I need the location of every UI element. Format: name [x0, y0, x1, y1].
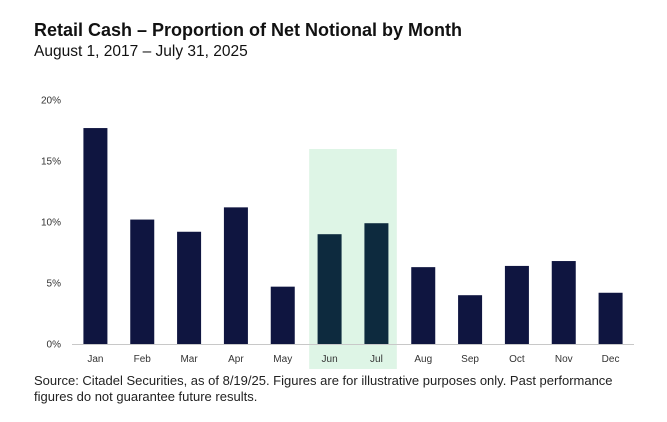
source-note: Source: Citadel Securities, as of 8/19/2…	[34, 373, 613, 404]
bar-jan	[83, 128, 108, 344]
x-tick-label: Jul	[370, 354, 383, 365]
x-tick-label: Aug	[414, 354, 432, 365]
bar-mar	[177, 231, 202, 344]
x-tick-label: Nov	[555, 354, 573, 365]
x-tick-label: May	[273, 354, 292, 365]
x-tick-label: Feb	[134, 354, 152, 365]
chart-subtitle: August 1, 2017 – July 31, 2025	[34, 43, 248, 60]
x-tick-label: Apr	[228, 354, 244, 365]
y-tick-label: 10%	[41, 218, 61, 229]
x-tick-label: Jun	[322, 354, 338, 365]
bar-oct	[504, 265, 529, 344]
bar-apr	[223, 207, 248, 344]
y-tick-label: 5%	[47, 279, 62, 290]
x-tick-label: Dec	[602, 354, 620, 365]
y-tick-label: 0%	[47, 340, 62, 351]
x-tick-label: Oct	[509, 354, 525, 365]
bar-aug	[411, 267, 436, 344]
chart-title: Retail Cash – Proportion of Net Notional…	[34, 20, 463, 40]
bar-jul	[364, 223, 389, 344]
x-tick-label: Sep	[461, 354, 479, 365]
bar-nov	[551, 261, 576, 344]
bar-may	[270, 286, 295, 344]
bar-feb	[130, 219, 155, 344]
x-tick-label: Jan	[87, 354, 103, 365]
bar-dec	[598, 292, 623, 344]
x-tick-label: Mar	[180, 354, 198, 365]
y-tick-label: 20%	[41, 96, 61, 107]
bar-chart: 0% 5% 10% 15% 20% Jan Feb Mar Apr May Jun Jul Aug Sep…	[41, 96, 634, 369]
bar-sep	[458, 295, 483, 344]
y-tick-label: 15%	[41, 157, 61, 168]
bar-jun	[317, 234, 342, 344]
